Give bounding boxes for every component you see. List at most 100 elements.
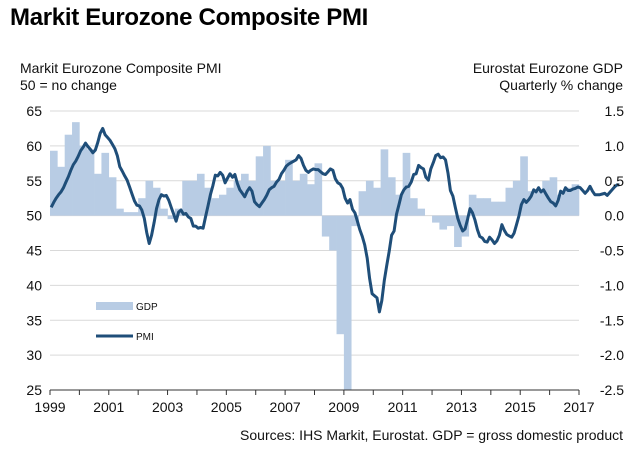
left-axis-label-line1: Markit Eurozone Composite PMI <box>20 60 222 76</box>
right-y-tick-label: -0.5 <box>600 243 624 259</box>
gdp-bar <box>79 145 88 216</box>
gdp-bar <box>571 184 580 216</box>
gdp-bar <box>505 187 514 216</box>
right-axis-label-line2: Quarterly % change <box>499 77 623 93</box>
gdp-bar <box>358 191 367 216</box>
right-y-tick-label: -1.0 <box>600 277 624 293</box>
gdp-bars <box>50 122 580 390</box>
gdp-bar <box>211 198 220 216</box>
gdp-bar <box>527 191 536 216</box>
pmi-line-group <box>49 126 620 314</box>
left-axis-label-line2: 50 = no change <box>20 77 117 93</box>
x-tick-label: 2003 <box>152 399 183 415</box>
gdp-bar <box>123 212 132 216</box>
gdp-bar <box>512 180 521 216</box>
gdp-bar <box>130 212 139 216</box>
left-y-axis-ticks: 25 30 35 40 45 50 55 60 65 <box>26 103 42 398</box>
gdp-bar <box>343 215 352 390</box>
gdp-bar <box>454 215 462 248</box>
gdp-bar <box>542 180 550 216</box>
gdp-bar <box>196 173 205 216</box>
gdp-bar <box>446 215 455 227</box>
gdp-bar <box>285 159 293 216</box>
gdp-bar <box>116 208 124 216</box>
legend-gdp-label: GDP <box>136 302 158 313</box>
gdp-bar <box>432 215 440 223</box>
left-y-tick-label: 40 <box>26 277 42 293</box>
x-axis <box>49 389 580 395</box>
gdp-bar <box>380 149 389 216</box>
right-axis-label: Eurostat Eurozone GDP Quarterly % change <box>473 60 623 94</box>
gdp-bar <box>189 180 198 216</box>
pmi-line <box>49 126 620 314</box>
gdp-bar <box>556 194 565 216</box>
gdp-bar <box>270 180 279 216</box>
x-tick-label: 1999 <box>34 399 65 415</box>
gdp-bar <box>277 180 286 216</box>
left-y-tick-label: 65 <box>26 103 42 119</box>
gdp-bar <box>94 173 102 216</box>
gdp-bar <box>373 187 381 216</box>
x-tick-label: 2011 <box>388 399 418 415</box>
gdp-bar <box>564 187 572 216</box>
gdp-bar <box>483 198 492 216</box>
gdp-bar <box>314 163 323 216</box>
gdp-bar <box>138 198 146 216</box>
gdp-bar <box>402 152 411 216</box>
gdp-bar <box>86 149 95 216</box>
x-tick-label: 2007 <box>270 399 301 415</box>
right-y-tick-label: 0.0 <box>605 208 625 224</box>
gdp-bar <box>160 208 168 216</box>
gdp-bar <box>226 187 234 216</box>
gdp-bar <box>50 150 58 216</box>
gdp-bar <box>336 215 345 335</box>
gdp-bar <box>476 198 484 216</box>
gdp-bar <box>255 156 264 216</box>
gdp-bar <box>292 180 301 216</box>
right-y-tick-label: 1.5 <box>605 103 625 119</box>
gdp-bar <box>439 215 448 230</box>
x-tick-label: 2001 <box>93 399 124 415</box>
right-y-tick-label: 1.0 <box>605 138 625 154</box>
left-axis-label: Markit Eurozone Composite PMI 50 = no ch… <box>20 60 222 94</box>
left-y-tick-label: 45 <box>26 243 42 259</box>
gdp-bar <box>167 215 176 220</box>
gdp-bar <box>263 145 271 216</box>
gdp-bar <box>498 201 506 216</box>
gdp-bar <box>490 201 499 216</box>
right-y-tick-label: -1.5 <box>600 312 624 328</box>
chart-title: Markit Eurozone Composite PMI <box>10 4 369 31</box>
source-note: Sources: IHS Markit, Eurostat. GDP = gro… <box>240 427 623 443</box>
gdp-bar <box>417 208 426 216</box>
gdp-bar <box>329 215 337 251</box>
gdp-bar <box>410 198 418 216</box>
left-y-tick-label: 60 <box>26 138 42 154</box>
right-y-tick-label: 0.5 <box>605 173 625 189</box>
gdp-bar <box>534 191 543 216</box>
legend-pmi-label: PMI <box>136 332 154 343</box>
gdp-bar <box>182 180 190 216</box>
left-y-tick-label: 35 <box>26 312 42 328</box>
right-y-axis-ticks: -2.5 -2.0 -1.5 -1.0 -0.5 0.0 0.5 1.0 1.5 <box>600 103 624 398</box>
gdp-bar <box>365 180 374 216</box>
gdp-bar <box>351 215 359 227</box>
right-y-tick-label: -2.5 <box>600 382 624 398</box>
gdp-bar <box>520 156 528 216</box>
left-y-tick-label: 25 <box>26 382 42 398</box>
legend-gdp-swatch <box>96 302 133 310</box>
x-tick-label: 2013 <box>446 399 477 415</box>
right-axis-label-line1: Eurostat Eurozone GDP <box>472 60 623 76</box>
x-tick-label: 2017 <box>563 399 594 415</box>
gdp-bar <box>108 177 117 216</box>
gdp-bar <box>321 215 330 237</box>
left-y-tick-label: 30 <box>26 347 42 363</box>
gdp-bar <box>101 152 110 216</box>
legend: GDP PMI <box>96 302 158 343</box>
left-y-tick-label: 55 <box>26 173 42 189</box>
gdp-bar <box>233 180 242 216</box>
x-tick-label: 2005 <box>211 399 242 415</box>
gdp-bar <box>218 194 227 216</box>
right-y-tick-label: -2.0 <box>600 347 624 363</box>
x-tick-label: 2015 <box>505 399 536 415</box>
